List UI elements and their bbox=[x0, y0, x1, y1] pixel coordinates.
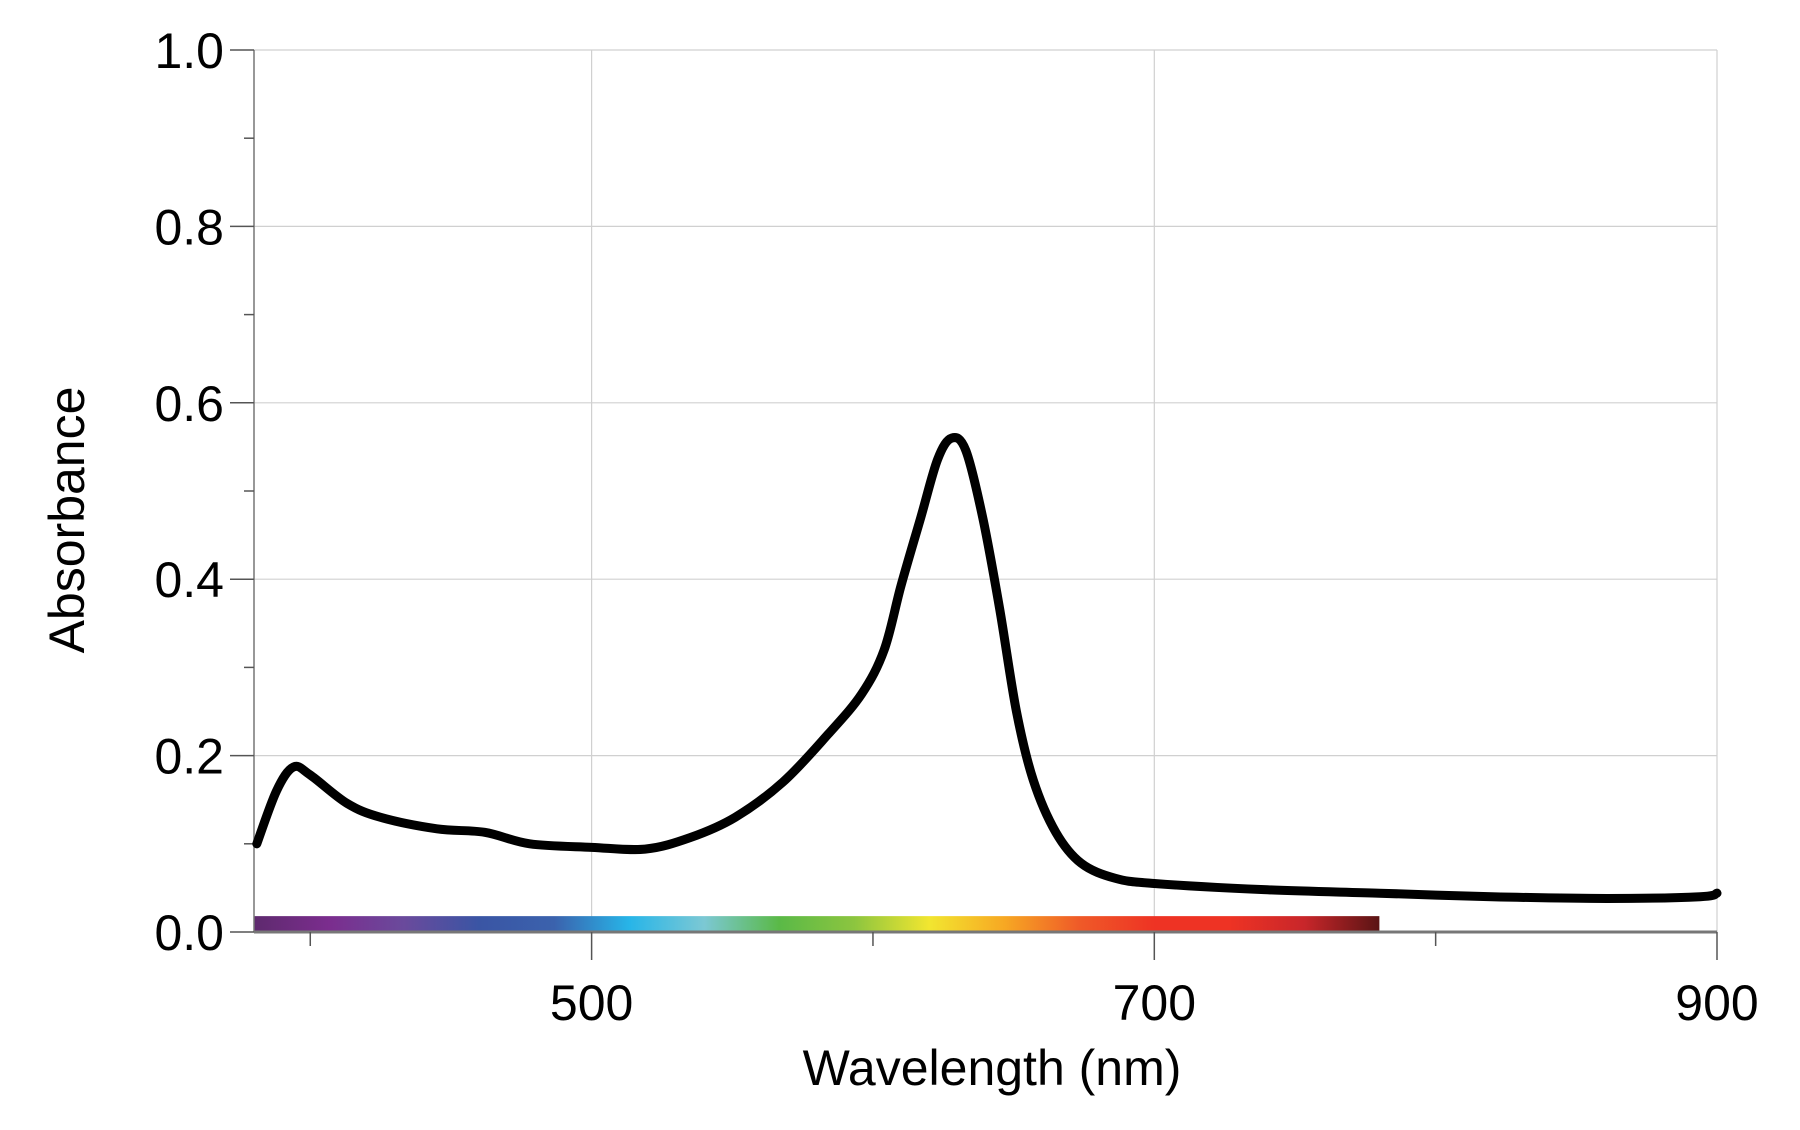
spectrum-bar bbox=[254, 916, 1380, 932]
axes bbox=[253, 50, 1717, 934]
ticks: 500 700 900 0.0 0.2 0.4 0.6 0.8 1.0 bbox=[154, 23, 1758, 1031]
y-tick-label: 0.8 bbox=[154, 199, 224, 255]
spectrum-bar-group bbox=[254, 916, 1380, 932]
y-tick-label: 0.4 bbox=[154, 552, 224, 608]
y-tick-label: 1.0 bbox=[154, 23, 224, 79]
x-axis-label: Wavelength (nm) bbox=[803, 1040, 1182, 1096]
x-tick-label: 900 bbox=[1675, 975, 1758, 1031]
x-tick-label: 500 bbox=[550, 975, 633, 1031]
y-axis-label: Absorbance bbox=[39, 387, 95, 654]
y-tick-label: 0.6 bbox=[154, 376, 224, 432]
absorbance-line bbox=[252, 433, 1722, 903]
x-tick-label: 700 bbox=[1113, 975, 1196, 1031]
grid bbox=[254, 49, 1718, 933]
y-tick-label: 0.0 bbox=[154, 905, 224, 961]
series-group bbox=[252, 433, 1722, 903]
y-tick-label: 0.2 bbox=[154, 729, 224, 785]
